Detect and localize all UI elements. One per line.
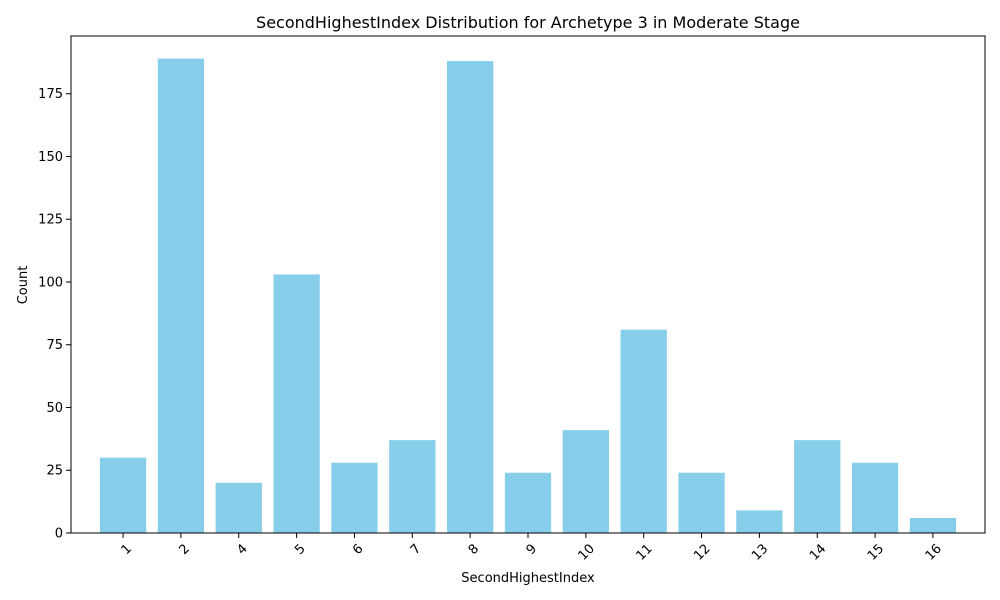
y-axis: 0 25 50 75 100 125 150 175 [38,87,71,542]
bar-10 [562,430,609,533]
x-tick-label: 8 [466,541,482,557]
x-tick-label: 4 [234,541,250,557]
bar-2 [157,58,205,534]
x-tick-label: 14 [807,541,829,563]
bar-15 [851,462,899,533]
y-tick-label: 75 [46,338,63,353]
bar-11 [620,329,667,533]
bar-8 [447,61,494,533]
y-tick-label: 100 [38,275,63,290]
chart-title: SecondHighestIndex Distribution for Arch… [256,13,800,32]
bar-5 [273,274,320,533]
y-tick-label: 50 [46,401,63,416]
x-axis: 1 2 4 5 6 7 8 9 10 11 12 13 14 15 16 [119,533,945,564]
y-tick-label: 175 [38,87,63,102]
bar-13 [736,510,783,533]
bar-6 [331,462,378,533]
bar-9 [504,472,552,533]
y-axis-label: Count [16,266,31,305]
bar-1 [99,457,147,533]
y-tick-label: 0 [55,527,63,542]
bar-12 [678,472,725,533]
x-tick-label: 11 [633,541,655,563]
x-tick-label: 12 [691,541,713,563]
x-tick-label: 1 [119,541,135,557]
y-tick-label: 25 [46,464,63,479]
x-tick-label: 7 [408,541,424,557]
bar-16 [909,517,957,533]
x-tick-label: 10 [576,541,598,563]
bar-4 [215,482,262,533]
bar-14 [794,440,841,533]
x-tick-label: 16 [923,541,945,563]
x-tick-label: 2 [176,541,192,557]
bar-7 [389,440,436,533]
x-axis-label: SecondHighestIndex [461,571,595,586]
x-tick-label: 6 [350,541,366,557]
y-tick-label: 150 [38,150,63,165]
y-tick-label: 125 [38,213,63,228]
x-tick-label: 15 [865,541,887,563]
bars-group [99,58,957,534]
x-tick-label: 9 [524,541,540,557]
plot-frame [70,35,986,534]
x-tick-label: 5 [292,541,308,557]
x-tick-label: 13 [749,541,771,563]
